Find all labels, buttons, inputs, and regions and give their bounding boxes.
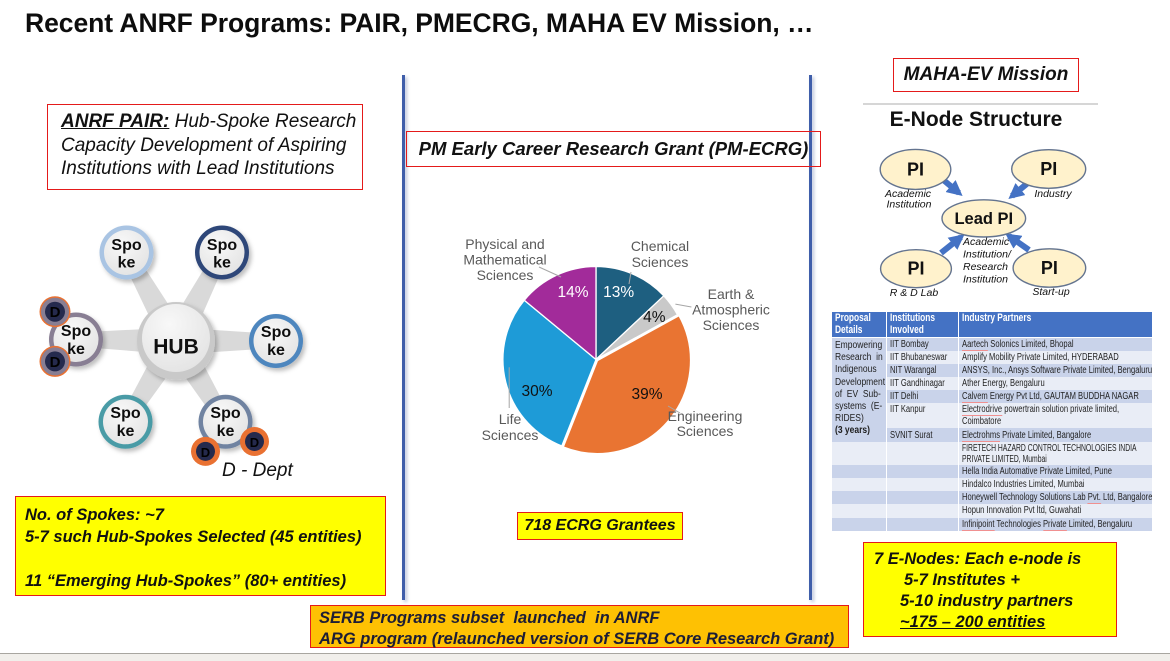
- svg-text:14%: 14%: [557, 284, 588, 301]
- svg-text:Spo: Spo: [210, 405, 240, 422]
- svg-text:Engineering: Engineering: [668, 408, 743, 424]
- svg-text:Industry: Industry: [1034, 188, 1072, 200]
- svg-text:ke: ke: [267, 342, 285, 359]
- svg-text:HUB: HUB: [153, 336, 199, 359]
- svg-text:ke: ke: [118, 255, 136, 272]
- svg-text:Academic: Academic: [962, 236, 1010, 248]
- svg-text:Atmospheric: Atmospheric: [692, 302, 770, 318]
- svg-text:Spo: Spo: [61, 323, 91, 340]
- svg-text:Sciences: Sciences: [703, 317, 760, 333]
- svg-text:Sciences: Sciences: [677, 423, 734, 439]
- svg-text:Spo: Spo: [110, 405, 140, 422]
- svg-text:PI: PI: [907, 259, 924, 279]
- svg-text:Sciences: Sciences: [632, 254, 689, 270]
- svg-text:PI: PI: [1041, 258, 1058, 278]
- svg-text:Start-up: Start-up: [1032, 286, 1070, 298]
- svg-text:Physical and: Physical and: [465, 236, 544, 252]
- svg-text:Lead PI: Lead PI: [954, 210, 1013, 228]
- svg-text:D: D: [50, 354, 61, 371]
- svg-text:Mathematical: Mathematical: [463, 252, 546, 268]
- svg-text:Sciences: Sciences: [477, 267, 534, 283]
- svg-text:Spo: Spo: [207, 237, 237, 254]
- svg-text:ke: ke: [213, 255, 231, 272]
- svg-text:D: D: [50, 304, 61, 321]
- svg-text:Institution: Institution: [887, 199, 932, 211]
- svg-text:Life: Life: [499, 411, 522, 427]
- svg-text:Institution: Institution: [963, 274, 1008, 286]
- svg-text:4%: 4%: [643, 309, 666, 326]
- svg-text:Earth &: Earth &: [708, 286, 755, 302]
- svg-text:30%: 30%: [521, 383, 552, 400]
- svg-text:39%: 39%: [631, 386, 662, 403]
- svg-text:D: D: [250, 435, 259, 450]
- svg-text:Academic: Academic: [884, 188, 932, 200]
- svg-text:Sciences: Sciences: [482, 427, 539, 443]
- svg-text:Spo: Spo: [111, 237, 141, 254]
- svg-text:PI: PI: [907, 160, 924, 180]
- svg-text:13%: 13%: [603, 284, 634, 301]
- svg-text:Chemical: Chemical: [631, 238, 689, 254]
- svg-text:Institution/: Institution/: [963, 249, 1012, 261]
- svg-text:Spo: Spo: [261, 324, 291, 341]
- svg-text:ke: ke: [67, 341, 85, 358]
- svg-text:ke: ke: [117, 423, 135, 440]
- svg-text:D: D: [201, 445, 210, 460]
- svg-text:Research: Research: [963, 261, 1008, 273]
- svg-text:ke: ke: [217, 423, 235, 440]
- svg-text:R & D Lab: R & D Lab: [890, 287, 939, 299]
- svg-text:PI: PI: [1040, 159, 1057, 179]
